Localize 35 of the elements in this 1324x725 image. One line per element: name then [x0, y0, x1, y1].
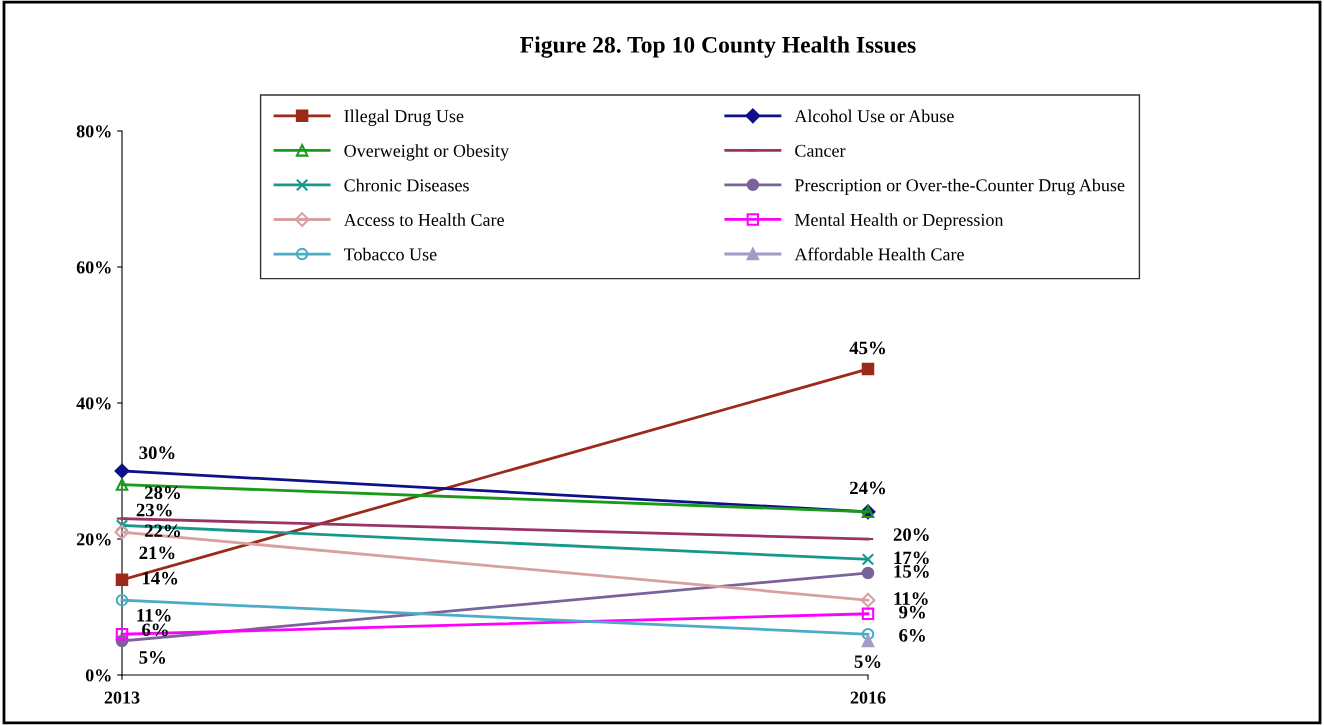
legend-label: Overweight or Obesity [344, 144, 510, 161]
data-label: 9% [899, 605, 925, 619]
legend-label: Illegal Drug Use [344, 109, 464, 127]
legend-label: Tobacco Use [343, 247, 437, 261]
x-tick-label: 2016 [850, 691, 886, 704]
chart-title: Figure 28. Top 10 County Health Issues [520, 36, 916, 58]
data-label: 30% [139, 446, 175, 460]
data-label: 11% [137, 608, 171, 622]
data-label: 28% [145, 486, 180, 500]
data-label: 5% [854, 655, 881, 668]
data-label: 24% [850, 481, 885, 495]
data-label: 14% [142, 571, 178, 585]
y-tick-label: 0% [85, 669, 111, 682]
legend-label: Prescription or Over-the-Counter Drug Abuse [794, 178, 1125, 196]
data-label: 5% [139, 651, 166, 664]
legend-label: Alcohol Use or Abuse [794, 109, 954, 123]
data-label: 15% [894, 565, 929, 578]
y-tick-label: 80% [76, 125, 111, 138]
data-label: 21% [139, 546, 175, 560]
data-label: 23% [136, 503, 172, 517]
data-label: 11% [894, 592, 928, 605]
legend-label: Mental Health or Depression [794, 213, 1004, 230]
y-tick-label: 60% [76, 261, 111, 274]
legend-label: Affordable Health Care [794, 247, 964, 261]
data-label: 22% [145, 524, 180, 538]
data-label: 20% [893, 528, 929, 541]
data-label: 45% [849, 341, 885, 355]
data-label: 17% [894, 551, 929, 565]
x-tick-label: 2013 [104, 691, 140, 704]
y-tick-label: 40% [76, 397, 111, 410]
legend-label: Cancer [795, 144, 846, 157]
y-tick-label: 20% [76, 533, 111, 546]
legend-label: Chronic Diseases [344, 178, 469, 192]
data-label: 6% [899, 629, 925, 642]
legend-label: Access to Health Care [343, 213, 504, 227]
